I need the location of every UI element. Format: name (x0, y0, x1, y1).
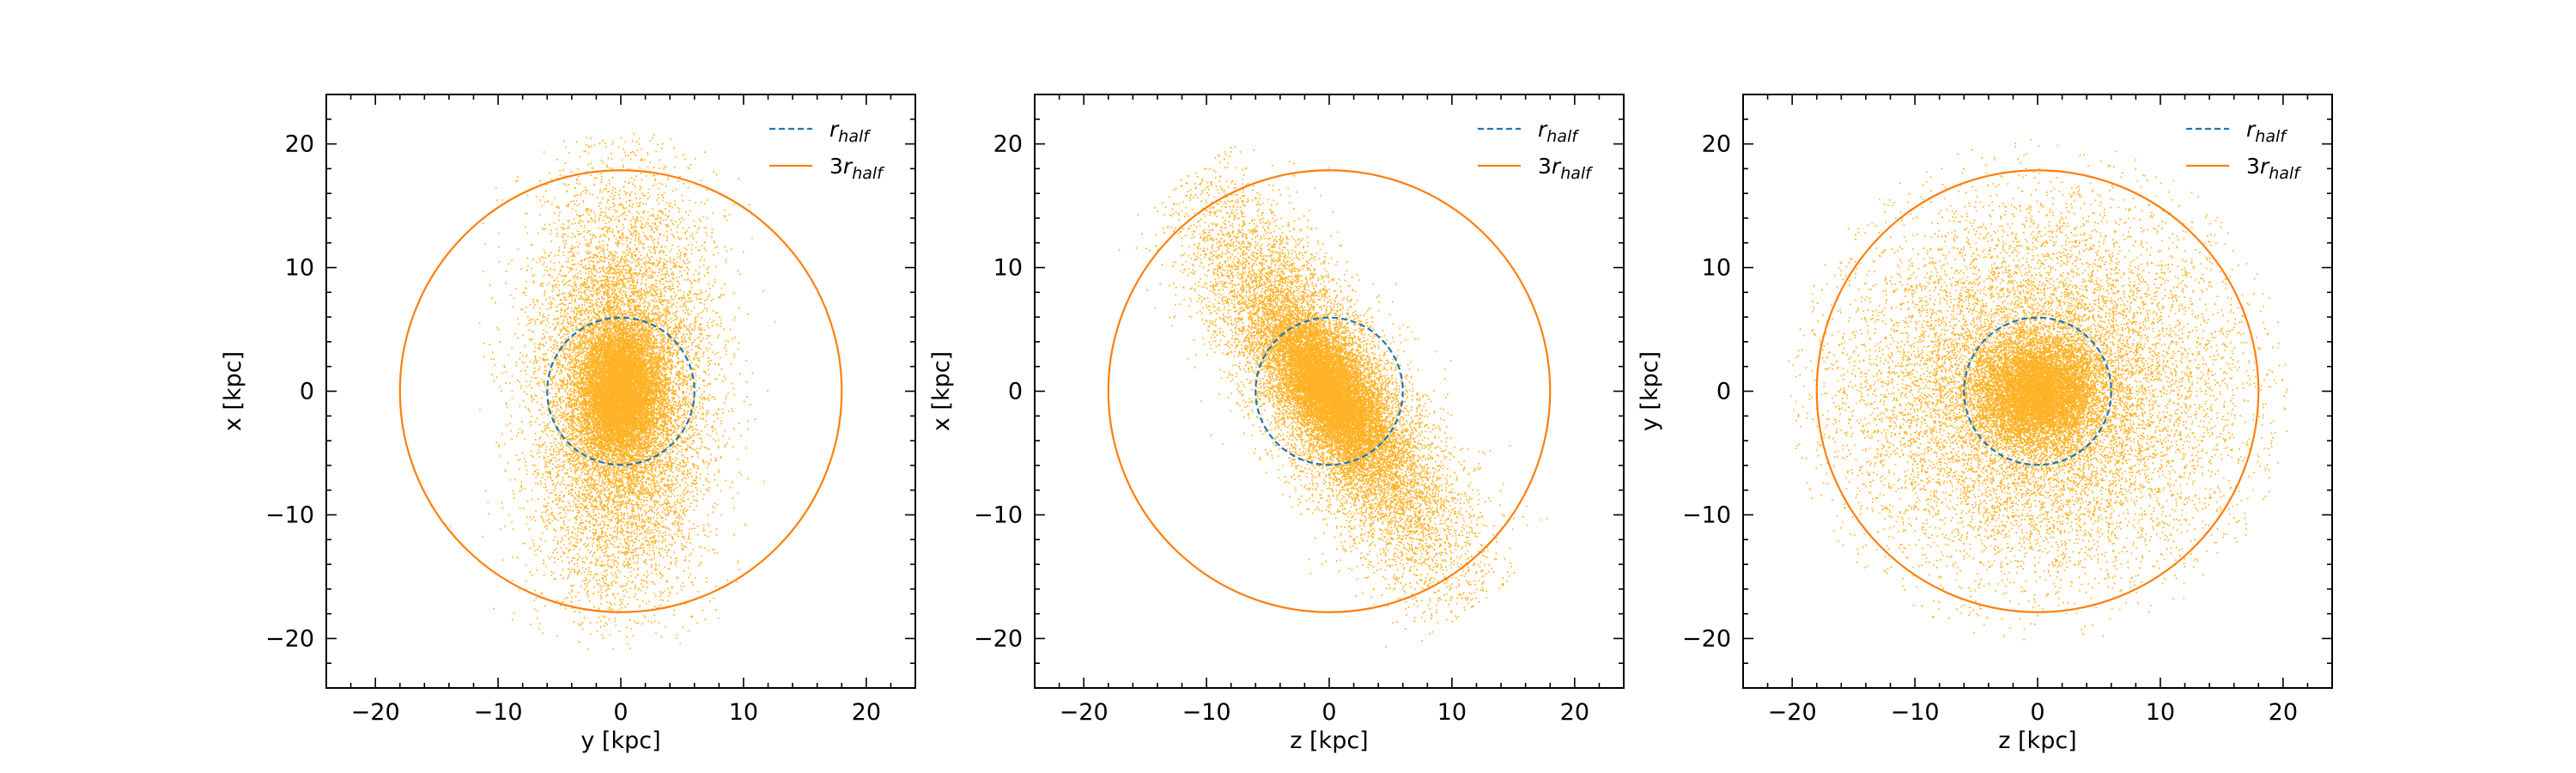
x-tick-label: 10 (1437, 699, 1467, 726)
y-tick-label: −10 (265, 502, 314, 528)
y-axis-label: x [kpc] (928, 351, 955, 431)
particle-scatter (1118, 146, 1548, 648)
y-tick-label: −20 (265, 625, 314, 652)
y-tick-label: 20 (285, 131, 314, 158)
r-half-circle (546, 316, 696, 466)
legend-three-r-half-label: 3rhalf (829, 154, 885, 183)
particle-scatter (449, 133, 776, 650)
y-tick-label: 0 (300, 379, 314, 405)
y-tick-label: 0 (1716, 379, 1731, 405)
three-r-half-circle (398, 169, 843, 613)
panel-2: −20 −10 0 10 20 −20 −10 0 10 20 z [kpc] x [kpc] rhal… (928, 94, 1625, 754)
x-tick-label: 10 (2146, 699, 2175, 726)
x-tick-label: 20 (1560, 699, 1589, 726)
panel-3: −20 −10 0 10 20 −20 −10 0 10 20 z [kpc] y [kpc] rhal… (1637, 94, 2333, 754)
y-tick-label: −20 (1682, 625, 1731, 652)
y-tick-label: 10 (285, 255, 314, 282)
y-tick-label: 10 (1702, 255, 1731, 282)
x-tick-label: 20 (852, 699, 881, 726)
y-tick-label: 20 (1702, 131, 1731, 158)
r-half-circle (1255, 316, 1404, 466)
x-axis-label: z [kpc] (1290, 727, 1368, 754)
legend-three-r-half-label: 3rhalf (1538, 154, 1594, 183)
r-half-circle (1963, 316, 2112, 466)
legend-r-half-label: rhalf (829, 117, 872, 146)
y-tick-label: −10 (974, 502, 1023, 528)
y-tick-label: 0 (1008, 379, 1023, 405)
x-tick-label: −10 (1891, 699, 1940, 726)
x-axis-label: z [kpc] (1998, 727, 2076, 754)
legend-r-half-label: rhalf (1538, 117, 1580, 146)
x-tick-label: −20 (1768, 699, 1817, 726)
x-tick-label: 0 (1321, 699, 1336, 726)
legend: rhalf 3rhalf (1478, 117, 1594, 183)
x-tick-label: −20 (1060, 699, 1109, 726)
y-tick-label: 20 (993, 131, 1023, 158)
three-r-half-circle (1107, 169, 1552, 613)
x-tick-label: −10 (474, 699, 523, 726)
y-tick-label: 10 (993, 255, 1023, 282)
x-axis-label: y [kpc] (580, 727, 660, 754)
legend-r-half-label: rhalf (2246, 117, 2288, 146)
y-axis-label: y [kpc] (1637, 351, 1663, 431)
x-tick-label: −10 (1182, 699, 1231, 726)
panel-1: −20 −10 0 10 20 −20 −10 0 10 20 y [kpc] x [kpc] rhal… (220, 94, 916, 754)
x-tick-label: 0 (2030, 699, 2044, 726)
x-tick-label: 10 (729, 699, 758, 726)
x-tick-label: 0 (613, 699, 628, 726)
y-tick-label: −20 (974, 625, 1023, 652)
legend: rhalf 3rhalf (769, 117, 885, 183)
legend: rhalf 3rhalf (2186, 117, 2302, 183)
x-tick-label: −20 (351, 699, 400, 726)
three-r-half-circle (1815, 169, 2260, 613)
y-axis-label: x [kpc] (220, 351, 246, 431)
x-tick-label: 20 (2269, 699, 2298, 726)
particle-scatter (1788, 138, 2288, 641)
legend-three-r-half-label: 3rhalf (2246, 154, 2302, 183)
y-tick-label: −10 (1682, 502, 1731, 528)
